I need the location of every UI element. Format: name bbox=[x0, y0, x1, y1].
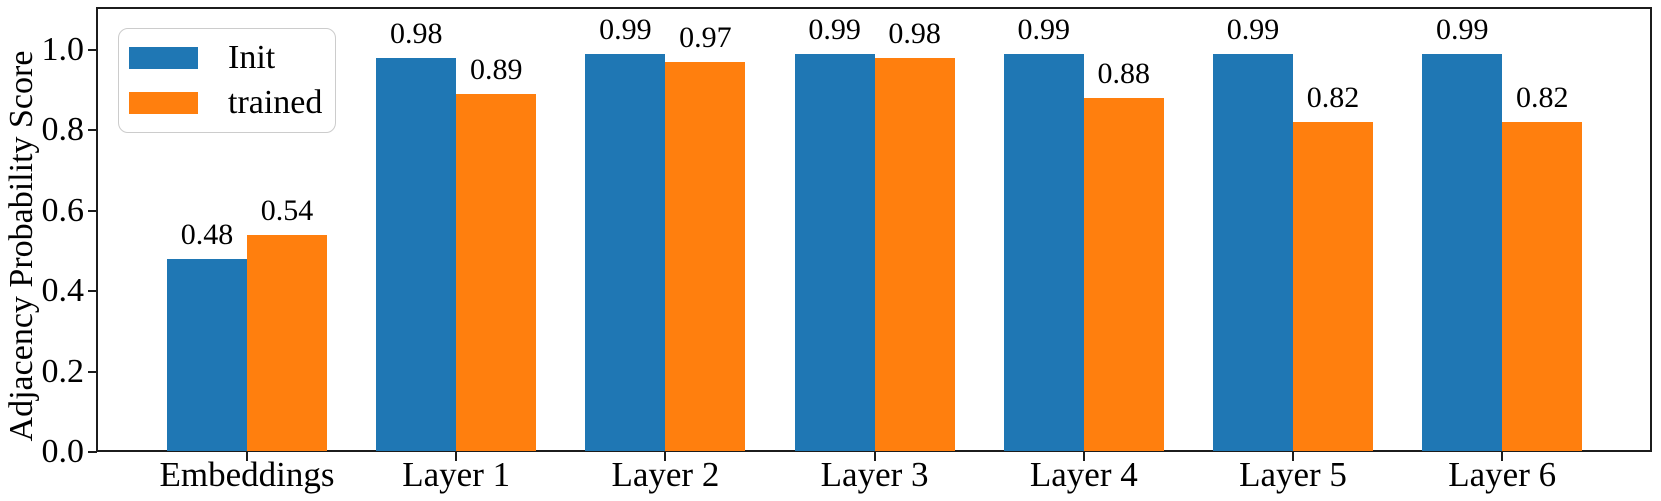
x-tick-mark-layer-3 bbox=[873, 452, 876, 461]
bar-value-label-init-layer-3: 0.99 bbox=[808, 13, 861, 46]
x-tick-label-layer-3: Layer 3 bbox=[820, 455, 929, 494]
y-tick-mark-0.2 bbox=[88, 370, 97, 373]
bar-init-embeddings bbox=[167, 259, 247, 451]
bar-value-label-init-layer-6: 0.99 bbox=[1435, 13, 1489, 46]
y-tick-label-0.0: 0.0 bbox=[41, 433, 85, 470]
bar-value-label-init-layer-2: 0.99 bbox=[599, 13, 652, 46]
x-tick-label-embeddings: Embeddings bbox=[159, 455, 335, 494]
legend-swatch-init bbox=[129, 47, 198, 70]
y-tick-label-0.6: 0.6 bbox=[41, 191, 85, 229]
y-axis-label: Adjacency Probability Score bbox=[3, 50, 40, 442]
y-tick-label-0.8: 0.8 bbox=[41, 111, 85, 149]
bar-init-layer-3 bbox=[794, 54, 875, 451]
bar-init-layer-1 bbox=[376, 58, 457, 451]
legend-label-init: Init bbox=[228, 39, 276, 77]
legend: Init trained bbox=[118, 28, 336, 133]
bar-value-label-trained-layer-4: 0.88 bbox=[1097, 57, 1151, 90]
bar-value-label-trained-layer-1: 0.89 bbox=[469, 53, 523, 86]
y-tick-mark-1.0 bbox=[88, 49, 97, 51]
legend-item-trained: trained bbox=[129, 83, 325, 121]
y-tick-mark-0.4 bbox=[88, 290, 97, 293]
bar-value-label-trained-layer-5: 0.82 bbox=[1306, 81, 1360, 114]
x-tick-mark-layer-6 bbox=[1501, 452, 1504, 461]
bar-value-label-init-layer-5: 0.99 bbox=[1226, 13, 1280, 46]
x-tick-mark-layer-2 bbox=[664, 452, 667, 461]
x-tick-label-layer-2: Layer 2 bbox=[611, 455, 720, 494]
bar-trained-layer-5 bbox=[1293, 122, 1373, 451]
bar-trained-layer-3 bbox=[874, 58, 955, 451]
y-tick-label-0.2: 0.2 bbox=[41, 352, 85, 390]
bar-trained-layer-1 bbox=[456, 94, 537, 451]
legend-label-trained: trained bbox=[228, 83, 323, 121]
bar-trained-embeddings bbox=[247, 235, 327, 451]
bar-trained-layer-2 bbox=[665, 62, 746, 451]
x-tick-label-layer-6: Layer 6 bbox=[1448, 455, 1557, 494]
bar-trained-layer-4 bbox=[1083, 98, 1164, 451]
y-tick-label-0.4: 0.4 bbox=[41, 272, 85, 310]
bar-init-layer-4 bbox=[1003, 54, 1084, 451]
x-tick-label-layer-4: Layer 4 bbox=[1029, 455, 1138, 494]
bar-trained-layer-6 bbox=[1502, 122, 1583, 451]
legend-item-init: Init bbox=[129, 40, 325, 76]
x-tick-mark-layer-1 bbox=[455, 452, 458, 461]
x-tick-mark-layer-4 bbox=[1082, 452, 1085, 461]
bar-value-label-trained-layer-6: 0.82 bbox=[1515, 81, 1569, 114]
x-tick-label-layer-5: Layer 5 bbox=[1239, 455, 1347, 494]
y-tick-mark-0.0 bbox=[88, 451, 97, 453]
legend-swatch-trained bbox=[129, 91, 198, 114]
bar-init-layer-2 bbox=[585, 54, 666, 451]
bar-value-label-trained-layer-2: 0.97 bbox=[679, 21, 732, 54]
bar-init-layer-6 bbox=[1422, 54, 1503, 451]
bar-init-layer-5 bbox=[1213, 54, 1293, 451]
y-tick-mark-0.6 bbox=[88, 209, 97, 212]
bar-value-label-init-embeddings: 0.48 bbox=[180, 218, 234, 251]
x-tick-mark-layer-5 bbox=[1292, 452, 1294, 461]
bar-value-label-init-layer-1: 0.98 bbox=[389, 17, 443, 50]
x-tick-label-layer-1: Layer 1 bbox=[402, 455, 511, 494]
bar-value-label-trained-layer-3: 0.98 bbox=[888, 17, 941, 50]
y-tick-mark-0.8 bbox=[88, 129, 97, 132]
bar-value-label-trained-embeddings: 0.54 bbox=[260, 194, 314, 227]
x-tick-mark-embeddings bbox=[246, 452, 248, 461]
bar-value-label-init-layer-4: 0.99 bbox=[1017, 13, 1071, 46]
y-tick-label-1.0: 1.0 bbox=[41, 31, 85, 68]
